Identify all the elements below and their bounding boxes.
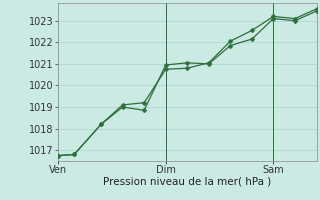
X-axis label: Pression niveau de la mer( hPa ): Pression niveau de la mer( hPa ): [103, 177, 271, 187]
